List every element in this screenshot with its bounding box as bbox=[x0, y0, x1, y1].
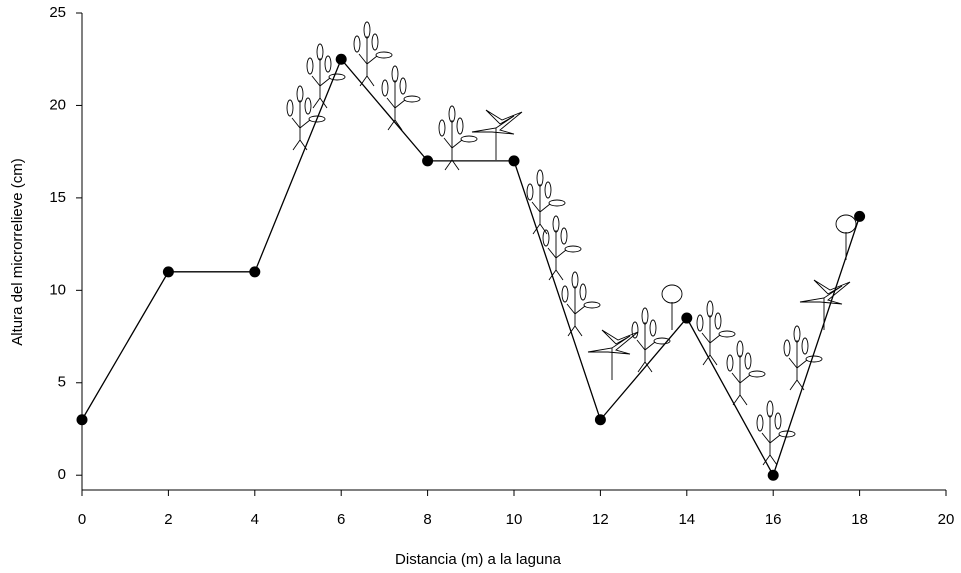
point bbox=[854, 210, 866, 222]
point bbox=[162, 266, 174, 278]
point bbox=[335, 53, 347, 65]
point bbox=[422, 155, 434, 167]
y-tick-label: 0 bbox=[58, 466, 66, 483]
point bbox=[508, 155, 520, 167]
x-axis-label: Distancia (m) a la laguna bbox=[395, 551, 562, 568]
point bbox=[76, 414, 88, 426]
point bbox=[594, 414, 606, 426]
x-tick-label: 6 bbox=[337, 511, 345, 528]
x-tick-label: 14 bbox=[678, 511, 695, 528]
y-tick-label: 5 bbox=[58, 374, 66, 391]
series-line bbox=[81, 57, 861, 477]
y-tick-label: 20 bbox=[49, 96, 66, 113]
x-tick-label: 16 bbox=[765, 511, 782, 528]
x-tick-label: 0 bbox=[78, 511, 86, 528]
y-tick-label: 25 bbox=[49, 4, 66, 21]
x-tick-label: 8 bbox=[423, 511, 431, 528]
y-tick-label: 10 bbox=[49, 281, 66, 298]
x-tick-label: 4 bbox=[251, 511, 259, 528]
x-tick-label: 10 bbox=[506, 511, 523, 528]
x-tick-label: 20 bbox=[938, 511, 955, 528]
point bbox=[249, 266, 261, 278]
point bbox=[767, 469, 779, 481]
x-tick-label: 12 bbox=[592, 511, 609, 528]
y-tick-label: 15 bbox=[49, 189, 66, 206]
point bbox=[681, 312, 693, 324]
y-axis-label: Altura del microrrelieve (cm) bbox=[9, 158, 26, 346]
x-tick-label: 2 bbox=[164, 511, 172, 528]
x-tick-label: 18 bbox=[851, 511, 868, 528]
decorations bbox=[286, 21, 857, 466]
